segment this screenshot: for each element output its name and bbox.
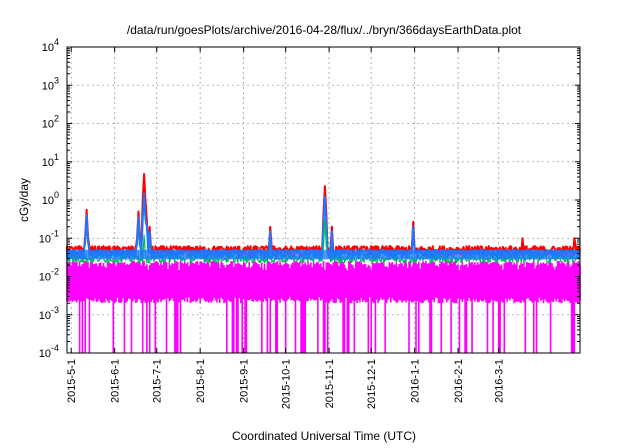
y-tick-label: 10-2 — [39, 267, 59, 284]
x-tick-label: 2015-10-1 — [281, 359, 293, 409]
y-tick-base: 10 — [39, 272, 51, 284]
y-tick-base: 10 — [42, 80, 54, 92]
y-tick-base: 10 — [39, 310, 51, 322]
x-axis: 2015-5-1 2015-6-1 2015-7-1 2015-8-1 2015-9-1… — [66, 47, 506, 409]
y-tick-base: 10 — [39, 233, 51, 245]
y-tick-base: 10 — [42, 42, 54, 54]
x-tick-label: 2015-12-1 — [366, 359, 378, 409]
x-tick-label: 2015-9-1 — [239, 359, 251, 403]
x-tick-label: 2015-7-1 — [152, 359, 164, 403]
y-tick-exponent: -3 — [51, 305, 59, 315]
y-tick-base: 10 — [39, 348, 51, 360]
plot-area — [66, 172, 581, 353]
y-tick-exponent: -2 — [51, 267, 59, 277]
y-tick-label: 104 — [42, 37, 59, 54]
y-tick-base: 10 — [42, 157, 54, 169]
y-tick-label: 10-4 — [39, 343, 59, 360]
x-tick-label: 2015-8-1 — [195, 359, 207, 403]
x-tick-label: 2015-5-1 — [66, 359, 78, 403]
y-tick-exponent: 0 — [54, 190, 59, 200]
y-tick-exponent: 3 — [54, 75, 59, 85]
y-tick-exponent: 1 — [54, 152, 59, 162]
x-tick-label: 2016-3-1 — [494, 359, 506, 403]
y-axis-label: cGy/day — [17, 178, 31, 222]
series-magenta — [66, 260, 581, 353]
y-tick-exponent: -4 — [51, 343, 59, 353]
x-axis-label: Coordinated Universal Time (UTC) — [232, 429, 416, 443]
y-tick-label: 10-3 — [39, 305, 59, 322]
chart-title: /data/run/goesPlots/archive/2016-04-28/f… — [127, 23, 522, 37]
y-tick-base: 10 — [42, 195, 54, 207]
y-tick-exponent: -1 — [51, 228, 59, 238]
x-tick-label: 2016-2-1 — [453, 359, 465, 403]
y-tick-exponent: 4 — [54, 37, 59, 47]
x-tick-label: 2016-1-1 — [410, 359, 422, 403]
y-tick-base: 10 — [42, 119, 54, 131]
y-tick-label: 102 — [42, 114, 59, 131]
y-tick-label: 10-1 — [39, 228, 59, 245]
y-tick-label: 101 — [42, 152, 59, 169]
series-blue-band — [66, 249, 581, 260]
y-tick-label: 100 — [42, 190, 59, 207]
y-tick-label: 103 — [42, 75, 59, 92]
x-tick-label: 2015-11-1 — [324, 359, 336, 408]
y-tick-exponent: 2 — [54, 114, 59, 124]
x-tick-label: 2015-6-1 — [110, 359, 122, 403]
